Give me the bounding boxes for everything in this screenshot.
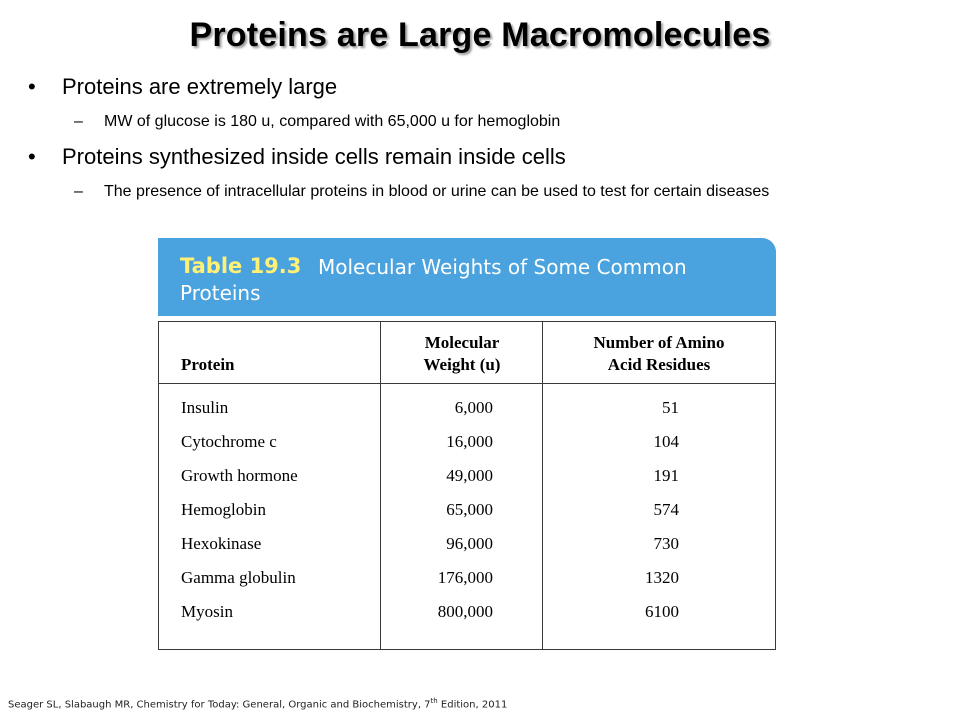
weight-cell: 16,000 [446, 432, 493, 451]
residues-cell: 730 [653, 534, 680, 553]
sub-bullet-item: – MW of glucose is 180 u, compared with … [74, 110, 924, 134]
column-divider [542, 322, 543, 649]
citation-superscript: th [430, 697, 438, 705]
table-row: Insulin 6,000 51 [159, 398, 775, 432]
weight-cell: 6,000 [454, 398, 493, 417]
column-header-line: Acid Residues [607, 355, 711, 374]
column-header-protein: Protein [181, 354, 235, 376]
sub-bullet-dash-icon: – [74, 183, 83, 200]
protein-cell: Hemoglobin [181, 500, 266, 519]
protein-cell: Insulin [181, 398, 229, 417]
protein-cell: Gamma globulin [181, 568, 296, 587]
protein-cell: Cytochrome c [181, 432, 277, 451]
residues-cell: 1320 [645, 568, 679, 587]
table-row: Growth hormone 49,000 191 [159, 466, 775, 500]
column-header-line: Weight (u) [423, 355, 501, 374]
sub-bullet-text: MW of glucose is 180 u, compared with 65… [104, 113, 561, 130]
table-row: Myosin 800,000 6100 [159, 602, 775, 636]
table-caption: Molecular Weights of Some Common Protein… [180, 255, 687, 305]
sub-bullet-dash-icon: – [74, 113, 83, 130]
residues-cell: 6100 [645, 602, 679, 621]
table-row: Gamma globulin 176,000 1320 [159, 568, 775, 602]
bullet-item: • Proteins synthesized inside cells rema… [28, 144, 566, 170]
sub-bullet-item: – The presence of intracellular proteins… [74, 180, 924, 204]
table-figure: Molecular Weights of Some Common Protein… [158, 238, 776, 650]
bullet-text: Proteins are extremely large [62, 74, 338, 99]
citation-text-end: Edition, 2011 [437, 699, 508, 711]
table-number: Table 19.3 [180, 254, 302, 278]
weight-cell: 800,000 [437, 602, 493, 621]
weight-cell: 176,000 [437, 568, 493, 587]
sub-bullet-text: The presence of intracellular proteins i… [104, 183, 770, 200]
protein-cell: Growth hormone [181, 466, 298, 485]
column-header-line: Protein [181, 355, 235, 374]
header-divider [159, 383, 775, 384]
bullet-item: • Proteins are extremely large [28, 74, 338, 100]
column-header-amino-acids: Number of Amino Acid Residues [543, 332, 775, 376]
weight-cell: 65,000 [446, 500, 493, 519]
residues-cell: 104 [653, 432, 680, 451]
protein-cell: Myosin [181, 602, 233, 621]
table-header-band: Molecular Weights of Some Common Protein… [158, 238, 776, 316]
slide-title: Proteins are Large Macromolecules [189, 16, 771, 54]
bullet-dot-icon: • [28, 74, 36, 99]
citation-footer: Seager SL, Slabaugh MR, Chemistry for To… [8, 697, 507, 710]
bullet-text: Proteins synthesized inside cells remain… [62, 144, 566, 169]
weight-cell: 49,000 [446, 466, 493, 485]
table-row: Cytochrome c 16,000 104 [159, 432, 775, 466]
citation-text: Seager SL, Slabaugh MR, Chemistry for To… [8, 699, 431, 711]
column-header-line: Number of Amino [593, 333, 725, 352]
residues-cell: 574 [653, 500, 680, 519]
data-table: Protein Molecular Weight (u) Number of A… [158, 321, 776, 650]
residues-cell: 191 [653, 466, 680, 485]
bullet-dot-icon: • [28, 144, 36, 169]
column-header-molecular-weight: Molecular Weight (u) [381, 332, 543, 376]
column-header-line: Molecular [424, 333, 500, 352]
protein-cell: Hexokinase [181, 534, 262, 553]
table-row: Hemoglobin 65,000 574 [159, 500, 775, 534]
residues-cell: 51 [662, 398, 679, 417]
weight-cell: 96,000 [446, 534, 493, 553]
table-row: Hexokinase 96,000 730 [159, 534, 775, 568]
column-divider [380, 322, 381, 649]
